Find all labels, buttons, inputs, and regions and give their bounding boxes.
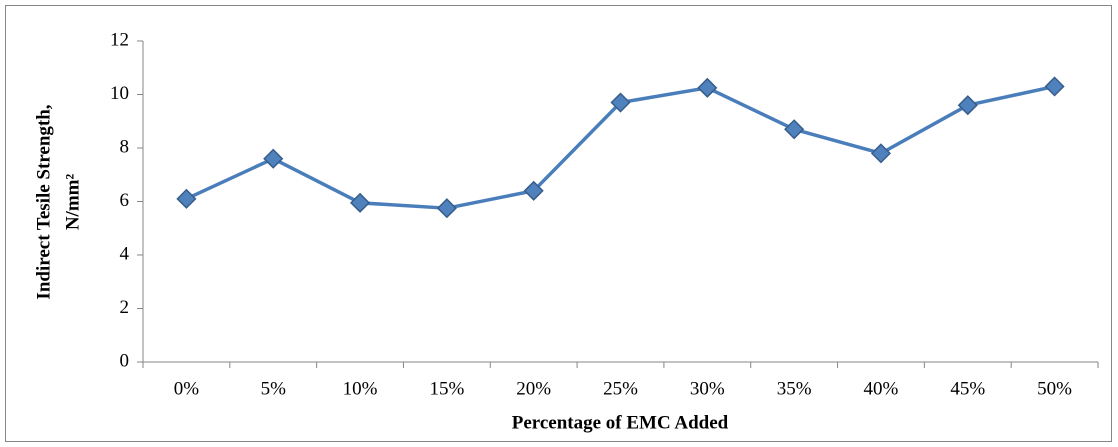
x-tick-label: 45% [950,378,985,399]
y-tick-label: 0 [120,350,130,371]
x-tick-label: 15% [429,378,464,399]
y-tick-label: 2 [120,297,130,318]
y-axis-label: Indirect Tesile Strength, [33,104,54,299]
y-tick-label: 12 [110,29,129,50]
x-tick-label: 50% [1037,378,1072,399]
data-marker [957,95,978,116]
data-marker [349,192,371,213]
data-marker [697,77,718,98]
x-tick-label: 35% [777,378,812,399]
data-marker [263,148,284,169]
x-tick-label: 5% [261,378,287,399]
x-tick-label: 30% [690,378,725,399]
data-marker [610,92,631,113]
x-axis-label: Percentage of EMC Added [512,412,729,433]
x-tick-label: 10% [343,378,378,399]
x-tick-label: 40% [864,378,899,399]
data-marker [436,198,457,219]
y-tick-label: 4 [120,243,130,264]
data-marker [784,119,805,140]
y-tick-label: 10 [110,83,129,104]
y-tick-label: 6 [120,190,130,211]
data-marker [523,180,544,201]
data-marker [176,188,197,209]
x-tick-label: 0% [174,378,200,399]
x-tick-label: 25% [603,378,638,399]
y-tick-label: 8 [120,136,130,157]
x-tick-label: 20% [516,378,551,399]
data-marker [870,143,892,164]
y-axis-label: N/mm² [62,174,83,231]
chart-border [5,5,1112,442]
data-marker [1044,76,1065,97]
